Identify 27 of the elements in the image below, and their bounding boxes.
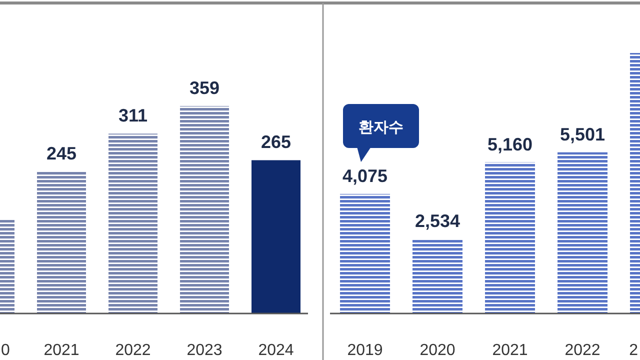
bar <box>340 194 390 313</box>
x-tick-label: 2022 <box>115 342 151 359</box>
bar <box>485 162 535 313</box>
x-tick-label: 2019 <box>347 342 383 359</box>
data-label: 265 <box>260 132 292 152</box>
data-label: 2,534 <box>414 210 460 231</box>
x-tick-label: 2023 <box>186 342 222 359</box>
x-tick-label: 2022 <box>564 342 600 359</box>
data-label: 5,501 <box>560 124 606 144</box>
data-label: 5,160 <box>487 134 533 154</box>
x-tick-label: 2 <box>629 342 638 359</box>
bar <box>252 160 300 313</box>
bar <box>37 172 86 313</box>
data-label: 4,075 <box>342 166 388 186</box>
bar <box>108 134 158 313</box>
bar <box>412 238 462 313</box>
data-label: 359 <box>189 78 220 98</box>
bar <box>180 106 229 313</box>
x-tick-label: 2021 <box>492 342 528 359</box>
text: 환자수 <box>358 118 404 136</box>
x-tick-label: 0 <box>1 342 10 359</box>
x-tick-label: 2020 <box>420 342 456 359</box>
data-label: 245 <box>46 144 77 164</box>
x-tick-label: 2024 <box>258 342 294 359</box>
x-tick-label: 2021 <box>44 342 80 359</box>
bar <box>558 152 608 313</box>
data-label: 311 <box>118 106 148 126</box>
